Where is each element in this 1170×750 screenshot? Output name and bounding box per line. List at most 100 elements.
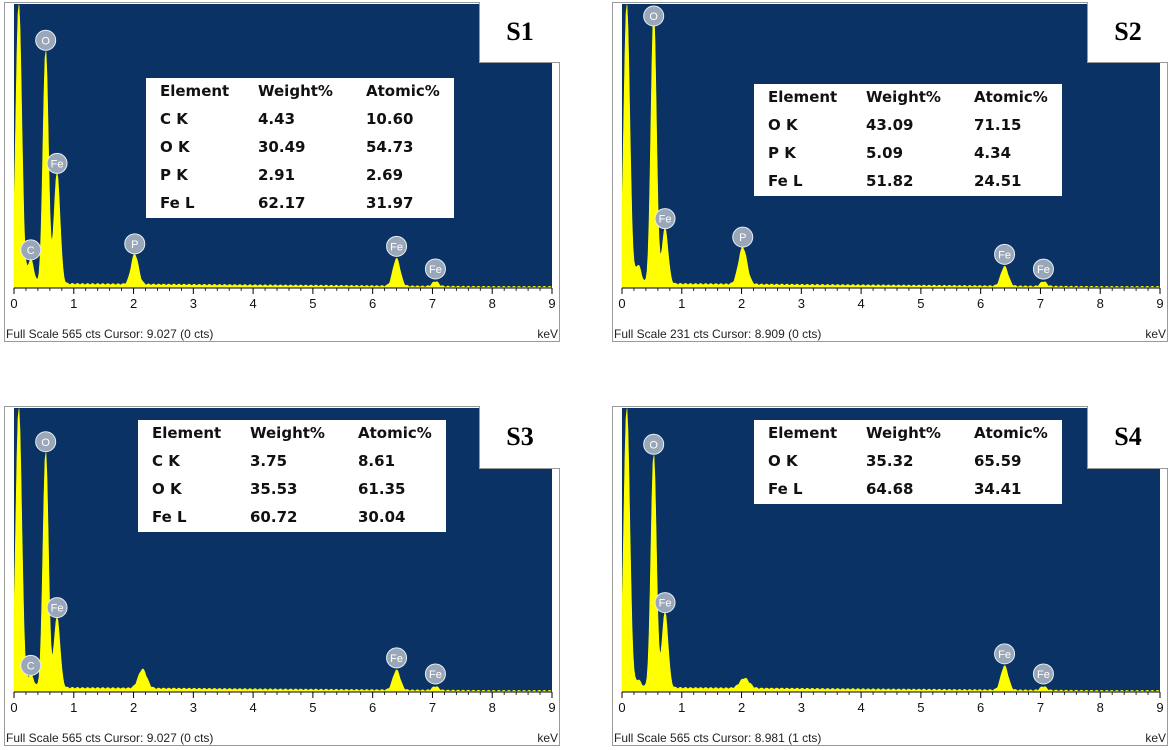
x-tick-label: 7 [429, 700, 436, 715]
table-cell: 30.49 [258, 138, 306, 156]
table-cell: 30.04 [358, 508, 406, 526]
x-tick-label: 2 [130, 700, 137, 715]
table-cell: 54.73 [366, 138, 414, 156]
peak-label-fe: Fe [424, 663, 446, 685]
eds-panel-s3: 0 1 2 3 4 5 6 7 8 9 C O Fe Fe Fe S3 Element Weight% Atom… [4, 406, 560, 746]
x-tick-label: 3 [798, 296, 805, 311]
x-tick-label: 7 [429, 296, 436, 311]
x-tick-label: 8 [1097, 700, 1104, 715]
table-row: O K 35.53 61.35 [138, 476, 446, 504]
peak-label-o: O [643, 5, 665, 27]
svg-text:Fe: Fe [390, 653, 403, 665]
x-tick-label: 9 [548, 700, 555, 715]
table-row: Fe L 64.68 34.41 [754, 476, 1062, 504]
table-header-row: Element Weight% Atomic% [754, 84, 1062, 112]
spectrum-trace [621, 408, 1161, 693]
table-header-cell: Element [768, 88, 838, 106]
spectrum-trace [13, 4, 553, 289]
eds-panel-s1: 0 1 2 3 4 5 6 7 8 9 C O Fe P Fe Fe S1 Element Weight% Ato… [4, 2, 560, 342]
x-tick-label: 5 [917, 296, 924, 311]
table-cell: 64.68 [866, 480, 914, 498]
x-tick-label: 1 [70, 700, 77, 715]
x-axis-unit: keV [537, 731, 558, 745]
table-header-cell: Weight% [258, 82, 333, 100]
svg-text:P: P [739, 232, 746, 244]
table-header-cell: Weight% [866, 424, 941, 442]
svg-text:P: P [131, 239, 138, 251]
x-tick-label: 9 [1156, 700, 1163, 715]
x-tick-label: 6 [977, 296, 984, 311]
x-tick-label: 0 [618, 700, 625, 715]
x-tick-label: 7 [1037, 296, 1044, 311]
x-tick-label: 5 [917, 700, 924, 715]
table-cell: O K [152, 480, 182, 498]
footer-status: Full Scale 565 cts Cursor: 9.027 (0 cts) [6, 327, 214, 341]
peak-label-fe: Fe [424, 258, 446, 280]
table-cell: 2.69 [366, 166, 404, 184]
table-header-cell: Element [160, 82, 230, 100]
table-row: Fe L 60.72 30.04 [138, 504, 446, 532]
spectrum-trace [621, 4, 1161, 289]
x-tick-label: 2 [130, 296, 137, 311]
peak-label-fe: Fe [46, 152, 68, 174]
table-cell: O K [768, 116, 798, 134]
x-tick-label: 6 [369, 296, 376, 311]
table-header-cell: Weight% [866, 88, 941, 106]
peak-label-fe: Fe [1032, 258, 1054, 280]
peak-label-o: O [35, 29, 57, 51]
eds-panel-s2: 0 1 2 3 4 5 6 7 8 9 O Fe P Fe Fe S2 Element Weight% Atom… [612, 2, 1168, 342]
table-header-cell: Atomic% [366, 82, 440, 100]
table-cell: 5.09 [866, 144, 904, 162]
table-row: P K 2.91 2.69 [146, 162, 454, 190]
table-cell: 65.59 [974, 452, 1022, 470]
svg-text:Fe: Fe [998, 649, 1011, 661]
x-tick-label: 4 [249, 296, 256, 311]
footer-status: Full Scale 565 cts Cursor: 9.027 (0 cts) [6, 731, 214, 745]
table-header-row: Element Weight% Atomic% [138, 420, 446, 448]
x-tick-label: 4 [249, 700, 256, 715]
table-header-cell: Weight% [250, 424, 325, 442]
peak-label-c: C [20, 239, 42, 261]
x-axis-unit: keV [537, 327, 558, 341]
x-tick-label: 9 [548, 296, 555, 311]
footer-status: Full Scale 565 cts Cursor: 8.981 (1 cts) [614, 731, 822, 745]
composition-table: Element Weight% Atomic% O K 35.32 65.59 Fe L 64… [754, 420, 1062, 504]
x-tick-label: 8 [489, 700, 496, 715]
peak-label-fe: Fe [994, 643, 1016, 665]
table-header-cell: Atomic% [974, 88, 1048, 106]
table-cell: 10.60 [366, 110, 414, 128]
svg-text:Fe: Fe [51, 603, 64, 615]
table-row: Fe L 51.82 24.51 [754, 168, 1062, 196]
table-cell: 2.91 [258, 166, 296, 184]
table-cell: 61.35 [358, 480, 406, 498]
peak-label-fe: Fe [994, 243, 1016, 265]
table-cell: 31.97 [366, 194, 414, 212]
x-tick-label: 7 [1037, 700, 1044, 715]
svg-text:Fe: Fe [1037, 264, 1050, 276]
table-cell: Fe L [768, 172, 803, 190]
table-row: Fe L 62.17 31.97 [146, 190, 454, 218]
table-header-cell: Atomic% [358, 424, 432, 442]
x-tick-label: 5 [309, 700, 316, 715]
table-row: P K 5.09 4.34 [754, 140, 1062, 168]
table-cell: 43.09 [866, 116, 914, 134]
peak-label-fe: Fe [1032, 663, 1054, 685]
table-header-cell: Element [152, 424, 222, 442]
table-cell: 62.17 [258, 194, 306, 212]
x-tick-label: 6 [369, 700, 376, 715]
table-row: C K 3.75 8.61 [138, 448, 446, 476]
x-tick-label: 1 [678, 296, 685, 311]
x-tick-label: 1 [70, 296, 77, 311]
table-cell: 35.53 [250, 480, 298, 498]
peak-label-fe: Fe [386, 235, 408, 257]
table-row: O K 30.49 54.73 [146, 134, 454, 162]
x-tick-label: 3 [190, 700, 197, 715]
table-cell: C K [160, 110, 188, 128]
peak-label-fe: Fe [386, 647, 408, 669]
x-tick-label: 9 [1156, 296, 1163, 311]
table-cell: P K [160, 166, 188, 184]
table-cell: C K [152, 452, 180, 470]
x-tick-label: 4 [857, 296, 864, 311]
composition-table: Element Weight% Atomic% C K 4.43 10.60 O K 30.4… [146, 78, 454, 218]
svg-text:C: C [27, 660, 35, 672]
